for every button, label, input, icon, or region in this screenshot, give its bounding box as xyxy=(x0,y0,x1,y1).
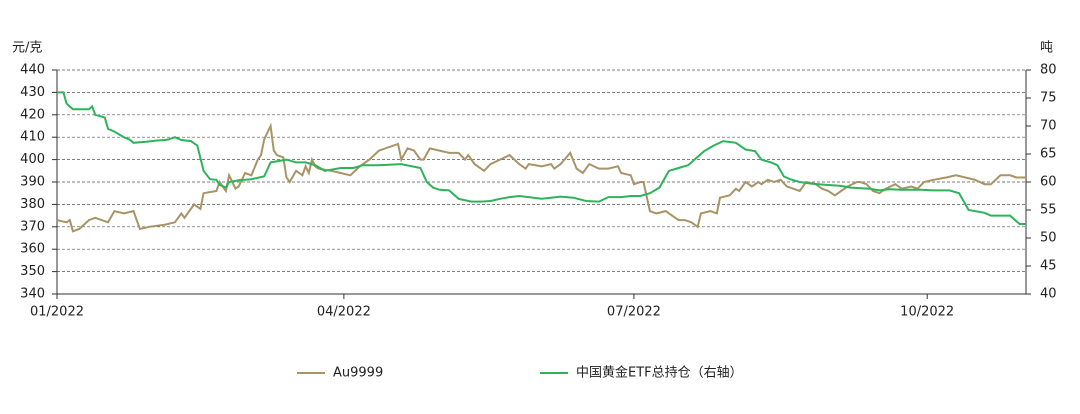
y2-axis-label: 吨 xyxy=(1040,41,1053,56)
y-axis-label: 元/克 xyxy=(12,41,42,56)
x-tick-label: 04/2022 xyxy=(317,305,371,320)
y2-tick-label: 80 xyxy=(1040,63,1057,78)
legend-label: 中国黄金ETF总持仓（右轴） xyxy=(576,365,743,381)
x-tick-label: 01/2022 xyxy=(30,305,84,320)
x-tick-label: 10/2022 xyxy=(900,305,954,320)
y2-tick-label: 60 xyxy=(1040,175,1057,190)
y-tick-label: 410 xyxy=(20,130,45,145)
y-tick-label: 390 xyxy=(20,175,45,190)
y2-tick-label: 40 xyxy=(1040,287,1057,302)
y2-tick-label: 65 xyxy=(1040,147,1057,162)
y-tick-label: 350 xyxy=(20,264,45,279)
y-tick-label: 440 xyxy=(20,63,45,78)
y-tick-label: 340 xyxy=(20,287,45,302)
x-tick-label: 07/2022 xyxy=(607,305,661,320)
y2-tick-label: 55 xyxy=(1040,203,1057,218)
y2-tick-label: 50 xyxy=(1040,231,1057,246)
y-tick-label: 380 xyxy=(20,197,45,212)
y-tick-label: 400 xyxy=(20,152,45,167)
y2-tick-label: 45 xyxy=(1040,259,1057,274)
data-line xyxy=(56,122,1026,233)
y-tick-label: 430 xyxy=(20,85,45,100)
y-tick-label: 360 xyxy=(20,242,45,257)
y-tick-label: 370 xyxy=(20,219,45,234)
y2-tick-label: 70 xyxy=(1040,119,1057,134)
data-line xyxy=(57,91,1026,225)
y-tick-label: 420 xyxy=(20,107,45,122)
legend-label: Au9999 xyxy=(333,366,383,381)
y2-tick-label: 75 xyxy=(1040,91,1057,106)
